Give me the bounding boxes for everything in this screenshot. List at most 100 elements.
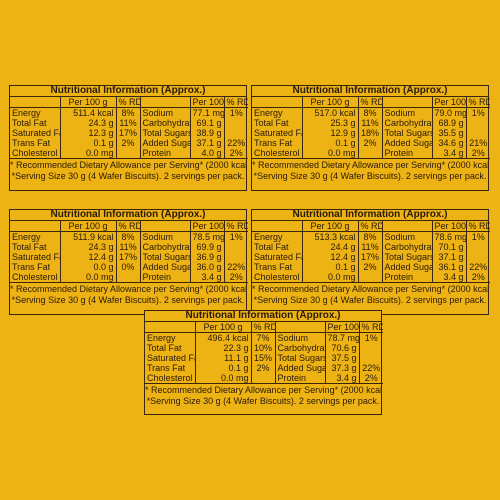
- nutrient-value-right: 79.0 mg: [432, 107, 467, 118]
- nutrient-label-left: Trans Fat: [10, 138, 61, 148]
- nutrient-value-right: 78.5 mg: [190, 231, 225, 242]
- nutrient-rda-left: 11%: [116, 118, 141, 128]
- table-header-row: Per 100 g% RDA*Per 100 g% RDA*: [145, 322, 383, 333]
- nutrient-value-left: 11.1 g: [195, 353, 252, 363]
- nutrient-label-right: Carbohydrate: [140, 118, 191, 128]
- nutrient-label-left: Cholesterol: [10, 272, 61, 283]
- footnote-rda: * Recommended Dietary Allowance per Serv…: [252, 160, 488, 170]
- nutrient-value-left: 496.4 kcal: [195, 332, 252, 343]
- nutrient-label-left: Energy: [252, 231, 303, 242]
- header-rda-left: % RDA*: [358, 97, 383, 108]
- nutrient-rda-left: [251, 373, 276, 384]
- nutrient-value-left: 511.4 kcal: [60, 107, 117, 118]
- nutrient-value-right: 36.0 g: [190, 262, 225, 272]
- nutrient-value-left: 0.1 g: [302, 138, 359, 148]
- nutrient-rda-right: 21%: [469, 138, 488, 148]
- nutrient-value-right: 37.5 g: [325, 353, 360, 363]
- nutrient-label-right: Added Sugars: [382, 138, 433, 148]
- nutrient-rda-left: 2%: [251, 363, 276, 373]
- nutrient-label-right: Sodium: [275, 332, 326, 343]
- header-per100-right: Per 100 g: [190, 97, 225, 108]
- nutrient-label-right: Protein: [140, 272, 191, 283]
- nutrient-label-right: Sodium: [382, 231, 433, 242]
- nutrient-label-left: Cholesterol: [10, 148, 61, 159]
- nutrient-label-right: Carbohydrate: [275, 343, 326, 353]
- nutrient-value-left: 0.0 mg: [60, 272, 117, 283]
- header-blank: [10, 97, 61, 108]
- nutrient-rda-left: 8%: [358, 107, 383, 118]
- nutrient-label-left: Total Fat: [10, 242, 61, 252]
- nutrient-label-left: Total Fat: [145, 343, 196, 353]
- nutrient-rda-right: 2%: [466, 272, 490, 283]
- footnote-rda: * Recommended Dietary Allowance per Serv…: [10, 284, 246, 294]
- nutrition-panel-5: Nutritional Information (Approx.) Per 100…: [144, 310, 383, 415]
- nutrient-value-left: 24.3 g: [60, 118, 117, 128]
- nutrient-rda-right: 1%: [229, 108, 243, 118]
- header-per100-left: Per 100 g: [302, 221, 359, 232]
- nutrition-panel-1: Nutritional Information (Approx.) Per 100…: [9, 85, 248, 191]
- nutrient-label-right: Sodium: [382, 107, 433, 118]
- nutrient-label-right: Added Sugars: [140, 138, 191, 148]
- nutrient-label-right: Protein: [140, 148, 191, 159]
- nutrient-value-right: 37.1 g: [432, 252, 467, 262]
- nutrient-value-right: 70.1 g: [432, 242, 467, 252]
- nutrient-rda-left: [358, 272, 383, 283]
- nutrient-value-right: 38.9 g: [190, 128, 225, 138]
- nutrient-value-right: 3.4 g: [190, 272, 225, 283]
- nutrient-label-right: Added Sugars: [140, 262, 191, 272]
- nutrient-rda-right: [466, 242, 490, 252]
- nutrition-table: Per 100 g% RDA*Per 100 g% RDA*Energy517.…: [252, 97, 490, 159]
- footnote-serving: *Serving Size 30 g (4 Wafer Biscuits). 2…: [11, 295, 245, 305]
- nutrient-rda-left: 17%: [116, 252, 141, 262]
- nutrient-value-right: 78.7 mg: [325, 332, 360, 343]
- nutrient-label-right: Protein: [382, 148, 433, 159]
- header-blank: [140, 221, 191, 232]
- nutrient-value-right: 37.1 g: [190, 138, 225, 148]
- nutrient-rda-right: 22%: [227, 138, 246, 148]
- nutrition-panel-3: Nutritional Information (Approx.) Per 100…: [9, 209, 248, 315]
- nutrient-label-left: Total Fat: [252, 118, 303, 128]
- nutrient-rda-left: 8%: [116, 107, 141, 118]
- nutrient-rda-right: 2%: [359, 373, 383, 384]
- nutrient-label-right: Total Sugars: [275, 353, 326, 363]
- nutrient-label-left: Saturated Fat: [10, 252, 61, 262]
- nutrient-rda-left: 8%: [116, 231, 141, 242]
- nutrient-rda-right: [224, 252, 248, 262]
- table-header-row: Per 100 g% RDA*Per 100 g% RDA*: [252, 97, 490, 108]
- nutrient-value-right: 3.4 g: [325, 373, 360, 384]
- nutrient-label-left: Energy: [10, 107, 61, 118]
- nutrient-label-right: Added Sugars: [382, 262, 433, 272]
- nutrient-rda-right: 2%: [224, 272, 248, 283]
- header-rda-right: % RDA*: [359, 322, 383, 333]
- nutrient-label-left: Total Fat: [252, 242, 303, 252]
- header-blank: [382, 97, 433, 108]
- header-blank: [140, 97, 191, 108]
- header-blank: [252, 97, 303, 108]
- nutrient-label-right: Protein: [382, 272, 433, 283]
- nutrient-label-left: Energy: [252, 107, 303, 118]
- nutrient-rda-right: [359, 353, 383, 363]
- header-blank: [252, 221, 303, 232]
- nutrient-value-right: 34.6 g: [432, 138, 467, 148]
- nutrient-rda-left: 18%: [358, 128, 383, 138]
- nutrient-label-left: Cholesterol: [252, 148, 303, 159]
- nutrient-value-right: 36.1 g: [432, 262, 467, 272]
- nutrient-value-right: 37.3 g: [325, 363, 360, 373]
- nutrient-value-left: 0.1 g: [195, 363, 252, 373]
- footnote-serving: *Serving Size 30 g (4 Wafer Biscuits). 2…: [146, 396, 380, 406]
- nutrient-rda-left: 0%: [116, 262, 141, 272]
- nutrient-label-right: Total Sugars: [140, 252, 191, 262]
- panel-title: Nutritional Information (Approx.): [10, 86, 246, 97]
- nutrient-value-right: 78.6 mg: [432, 231, 467, 242]
- nutrient-value-left: 0.0 g: [60, 262, 117, 272]
- nutrient-value-left: 24.3 g: [60, 242, 117, 252]
- nutrient-label-right: Total Sugars: [382, 128, 433, 138]
- nutrient-label-right: Sodium: [140, 107, 191, 118]
- nutrient-rda-left: 11%: [358, 242, 383, 252]
- nutrient-label-left: Total Fat: [10, 118, 61, 128]
- header-per100-right: Per 100 g: [325, 322, 360, 333]
